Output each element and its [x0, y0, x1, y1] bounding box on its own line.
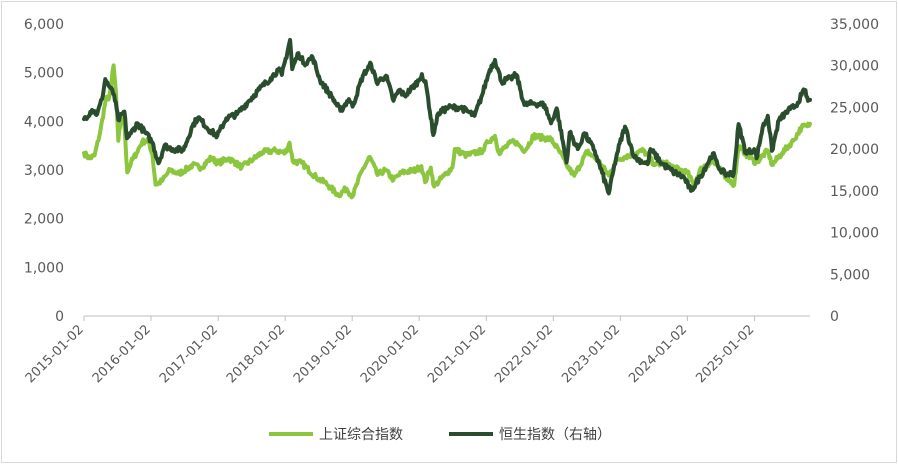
y-right-tick-label: 30,000	[830, 59, 879, 75]
y-right-tick-label: 15,000	[830, 184, 879, 200]
y-right-tick-label: 5,000	[830, 267, 870, 283]
legend-item-shanghai: 上证综合指数	[269, 427, 403, 443]
series-line-hangseng	[82, 37, 812, 196]
y-axis-right: 0 5,000 10,000 15,000 20,000 25,000 30,000 35,0…	[830, 17, 879, 325]
y-right-tick-label: 25,000	[830, 100, 879, 116]
y-left-tick-label: 3,000	[24, 163, 64, 179]
legend: 上证综合指数 恒生指数（右轴）	[269, 427, 611, 443]
x-tick-label: 2023-01-02	[559, 322, 623, 386]
x-axis: 2015-01-02 2016-01-02 2017-01-02 2018-01-02…	[23, 315, 810, 386]
plot-area	[82, 37, 812, 200]
y-right-tick-label: 0	[830, 309, 839, 325]
legend-item-hangseng: 恒生指数（右轴）	[449, 427, 611, 443]
x-tick-label: 2016-01-02	[90, 322, 154, 386]
x-tick-label: 2022-01-02	[492, 322, 556, 386]
x-tick-label: 2019-01-02	[291, 322, 355, 386]
y-right-tick-label: 10,000	[830, 226, 879, 242]
y-axis-left: 0 1,000 2,000 3,000 4,000 5,000 6,000	[24, 17, 64, 325]
series-line-shanghai	[82, 63, 812, 200]
x-tick-label: 2017-01-02	[157, 322, 221, 386]
x-tick-label: 2025-01-02	[693, 322, 757, 386]
x-tick-label: 2015-01-02	[23, 322, 87, 386]
y-left-tick-label: 4,000	[24, 114, 64, 130]
y-left-tick-label: 6,000	[24, 17, 64, 33]
x-tick-label: 2018-01-02	[224, 322, 288, 386]
y-left-tick-label: 2,000	[24, 212, 64, 228]
y-right-tick-label: 35,000	[830, 17, 879, 33]
legend-label: 上证综合指数	[319, 427, 403, 443]
y-left-tick-label: 1,000	[24, 260, 64, 276]
x-tick-label: 2020-01-02	[358, 322, 422, 386]
x-tick-label: 2024-01-02	[626, 322, 690, 386]
x-tick-label: 2021-01-02	[425, 322, 489, 386]
legend-label: 恒生指数（右轴）	[499, 427, 611, 443]
y-left-tick-label: 0	[55, 309, 64, 325]
y-right-tick-label: 20,000	[830, 142, 879, 158]
y-left-tick-label: 5,000	[24, 66, 64, 82]
